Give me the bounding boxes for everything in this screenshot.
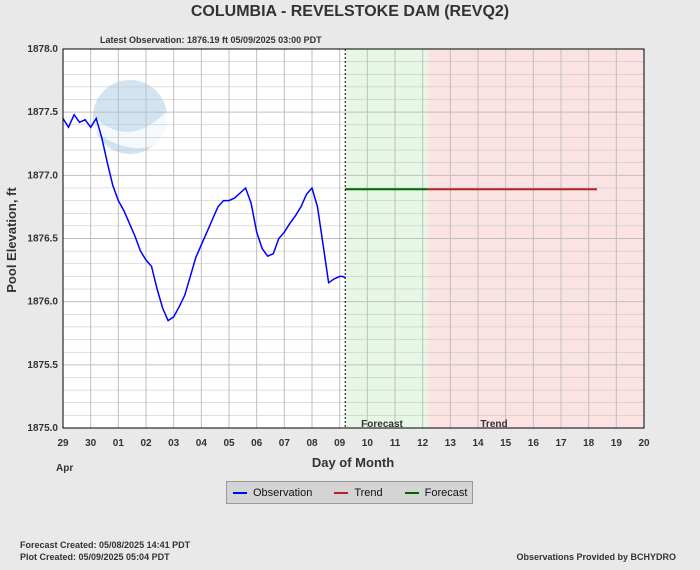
- x-tick-label: 10: [362, 438, 374, 449]
- grid-lines: [63, 49, 644, 428]
- x-tick-label: 15: [500, 438, 512, 449]
- legend-swatch-trend: [334, 491, 349, 494]
- legend-swatch-forecast: [404, 491, 419, 494]
- y-tick-label: 1876.0: [27, 297, 58, 308]
- legend-item-observation: Observation: [233, 487, 312, 499]
- x-tick-label: 13: [445, 438, 457, 449]
- legend-swatch-observation: [233, 491, 247, 494]
- x-tick-label: 30: [85, 438, 97, 449]
- y-axis-label: Pool Elevation, ft: [4, 187, 19, 293]
- x-tick-label: 20: [638, 438, 650, 449]
- y-tick-label: 1878.0: [27, 44, 58, 55]
- forecast-created: Forecast Created: 05/08/2025 14:41 PDT: [20, 540, 191, 550]
- x-tick-label: 02: [140, 438, 152, 449]
- forecast-region-label: Forecast: [361, 419, 403, 430]
- hydrograph-chart: 29 30 01 02 03 04 05 06 07 08 09 10 11 12 13 14 15 16 17 18…: [4, 44, 650, 474]
- y-tick-label: 1877.0: [27, 170, 58, 181]
- x-tick-label: 04: [196, 438, 208, 449]
- x-tick-label: 18: [583, 438, 595, 449]
- x-axis-ticks: 29 30 01 02 03 04 05 06 07 08 09 10 11 12 13 14 15 16 17 18…: [57, 438, 650, 449]
- y-tick-label: 1875.5: [27, 360, 58, 371]
- plot-created: Plot Created: 05/09/2025 05:04 PDT: [20, 552, 170, 562]
- y-tick-label: 1877.5: [27, 107, 58, 118]
- legend-item-trend: Trend: [334, 486, 383, 499]
- x-tick-label: 12: [417, 438, 429, 449]
- plot-border: [62, 48, 645, 429]
- y-tick-label: 1875.0: [27, 423, 58, 434]
- legend-item-forecast: Forecast: [404, 486, 468, 499]
- x-tick-label: 03: [168, 438, 180, 449]
- y-tick-label: 1876.5: [27, 234, 58, 245]
- data-provider: Observations Provided by BCHYDRO: [516, 552, 676, 562]
- legend-label-forecast: Forecast: [424, 486, 468, 499]
- x-tick-label: 16: [528, 438, 540, 449]
- legend-label-observation: Observation: [253, 486, 313, 499]
- x-axis-label: Day of Month: [312, 455, 394, 470]
- x-tick-label: 08: [306, 438, 318, 449]
- x-tick-label: 19: [611, 438, 623, 449]
- chart-title: COLUMBIA - REVELSTOKE DAM (REVQ2): [190, 3, 510, 20]
- trend-region-label: Trend: [480, 419, 507, 430]
- x-tick-label: 09: [334, 438, 346, 449]
- x-tick-label: 07: [279, 438, 291, 449]
- x-tick-label: 01: [113, 438, 125, 449]
- x-tick-label: 17: [555, 438, 567, 449]
- x-tick-label: 05: [223, 438, 235, 449]
- series-observation: [62, 113, 346, 322]
- x-tick-label: 14: [472, 438, 484, 449]
- legend: Observation Trend Forecast: [226, 481, 473, 504]
- latest-observation: Latest Observation: 1876.19 ft 05/09/202…: [100, 35, 322, 45]
- noaa-logo-watermark: [91, 78, 169, 156]
- series-layer: [62, 113, 597, 322]
- x-tick-label: 06: [251, 438, 263, 449]
- x-tick-label: 11: [390, 438, 401, 449]
- y-axis-ticks: 1875.0 1875.5 1876.0 1876.5 1877.0 1877.5 1878…: [27, 44, 58, 434]
- month-label: Apr: [56, 463, 73, 474]
- x-tick-label: 29: [57, 438, 69, 449]
- legend-label-trend: Trend: [354, 486, 383, 499]
